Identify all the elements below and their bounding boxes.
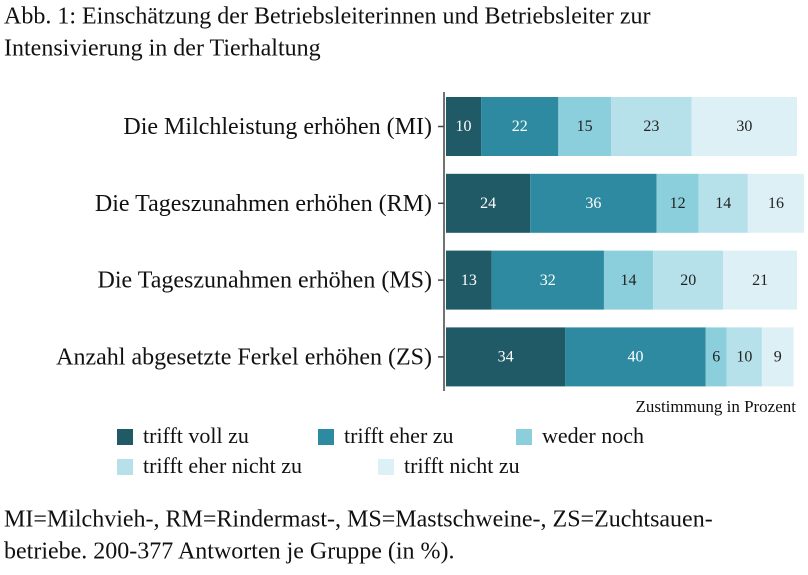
bar-segment (558, 97, 611, 156)
value-label: 24 (480, 195, 496, 212)
value-label: 40 (628, 349, 644, 366)
legend-label: trifft nicht zu (404, 453, 520, 478)
bar-segment (565, 327, 706, 387)
legend-label: trifft eher zu (344, 423, 454, 448)
value-label: 9 (774, 349, 782, 366)
value-label: 16 (768, 195, 784, 212)
bar-segment (446, 97, 482, 156)
value-label: 21 (752, 272, 768, 289)
chart-title: Intensivierung in der Tierhaltung (4, 36, 321, 62)
bar-segment (446, 250, 492, 310)
bar-segment (705, 327, 727, 387)
bar-segment (726, 327, 762, 387)
value-label: 14 (621, 272, 637, 289)
legend-swatch (378, 459, 394, 475)
bar-segment (723, 250, 797, 310)
legend-swatch (318, 429, 334, 445)
value-label: 36 (585, 195, 601, 212)
bar-segment (446, 327, 566, 387)
bar-segment (653, 250, 724, 310)
value-label: 6 (712, 349, 720, 366)
value-label: 22 (512, 118, 528, 135)
bar-segment (481, 97, 559, 156)
bar-segment (603, 250, 654, 310)
bar-segment (446, 173, 531, 233)
value-label: 23 (643, 118, 659, 135)
legend-swatch (516, 429, 532, 445)
legend-label: trifft eher nicht zu (143, 453, 302, 478)
bar-segment (530, 173, 657, 233)
footnote: MI=Milchvieh-, RM=Rindermast-, MS=Mastsc… (4, 507, 713, 533)
value-label: 20 (680, 272, 696, 289)
bar-segment (656, 173, 699, 233)
category-label: Anzahl abgesetzte Ferkel erhöhen (ZS) (56, 344, 432, 370)
legend-swatch (117, 459, 133, 475)
bar-segment (691, 97, 797, 156)
bar-segment (491, 250, 604, 310)
category-label: Die Tageszunahmen erhöhen (MS) (98, 268, 432, 294)
bar-segment (698, 173, 748, 233)
value-label: 14 (715, 195, 731, 212)
legend-label: trifft voll zu (143, 423, 249, 448)
category-label: Die Tageszunahmen erhöhen (RM) (95, 191, 432, 217)
footnote: betriebe. 200-377 Antworten je Gruppe (i… (4, 539, 455, 565)
value-label: 15 (577, 118, 593, 135)
bar-segment (610, 97, 692, 156)
value-label: 13 (461, 272, 477, 289)
value-label: 10 (736, 349, 752, 366)
value-label: 30 (736, 118, 752, 135)
legend-label: weder noch (542, 423, 644, 448)
bar-segment (747, 173, 805, 233)
value-label: 34 (498, 349, 514, 366)
value-label: 12 (670, 195, 686, 212)
bar-segment (761, 327, 794, 387)
category-label: Die Milchleistung erhöhen (MI) (123, 114, 432, 140)
value-label: 32 (540, 272, 556, 289)
legend-swatch (117, 429, 133, 445)
x-axis-label: Zustimmung in Prozent (635, 397, 796, 416)
value-label: 10 (456, 118, 472, 135)
chart-title: Abb. 1: Einschätzung der Betriebsleiteri… (4, 4, 650, 30)
